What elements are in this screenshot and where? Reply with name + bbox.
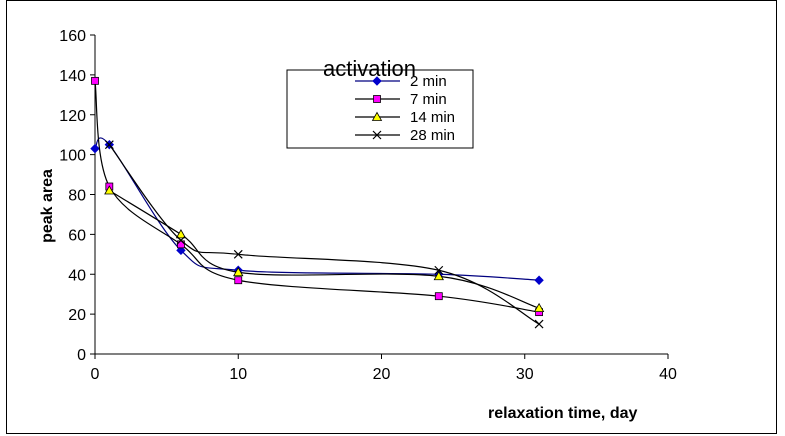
data-point-14-min	[433, 270, 444, 281]
x-marker-stroke	[233, 249, 243, 259]
y-tick-label: 40	[68, 267, 86, 284]
legend-marker-7-min	[373, 95, 381, 103]
data-point-14-min	[533, 302, 545, 313]
x-tick-label: 20	[373, 366, 391, 383]
data-point-14-min	[104, 185, 115, 195]
y-axis-title: peak area	[39, 169, 56, 243]
y-tick-label: 100	[59, 148, 86, 165]
data-point-14-min	[175, 229, 187, 239]
series-2-min	[90, 137, 544, 285]
series-28-min	[104, 140, 544, 329]
x-marker-stroke	[104, 140, 114, 150]
series-14-min	[104, 185, 545, 313]
y-tick-label: 0	[77, 347, 86, 364]
y-tick-label: 120	[59, 108, 86, 125]
data-point-2-min	[90, 143, 100, 154]
y-tick-label: 140	[59, 68, 86, 85]
data-point-7-min	[434, 292, 443, 301]
series-line-7-min	[94, 80, 540, 313]
legend-label-7-min: 7 min	[410, 91, 447, 108]
legend-label-2-min: 2 min	[410, 73, 447, 90]
data-point-7-min	[234, 276, 243, 285]
y-tick-label: 80	[68, 188, 86, 205]
y-tick-label: 20	[68, 307, 86, 324]
data-point-14-min	[233, 266, 244, 277]
legend-label-28-min: 28 min	[410, 127, 455, 144]
data-point-28-min	[534, 319, 544, 329]
x-tick-label: 10	[229, 366, 247, 383]
y-tick-label: 160	[59, 28, 86, 45]
legend-marker-14-min	[371, 111, 383, 121]
x-tick-label: 0	[91, 366, 100, 383]
x-marker-stroke	[176, 235, 186, 245]
data-point-2-min	[176, 245, 186, 256]
x-marker-stroke	[434, 265, 444, 275]
data-point-28-min	[434, 265, 444, 275]
legend-marker-28-min	[372, 130, 382, 140]
x-tick-label: 30	[516, 366, 534, 383]
data-point-7-min	[91, 76, 99, 85]
series-layer	[90, 76, 545, 329]
x-axis-title: relaxation time, day	[488, 405, 637, 422]
y-tick-label: 60	[68, 227, 86, 244]
data-point-28-min	[104, 140, 114, 150]
x-marker-stroke	[372, 130, 382, 140]
x-marker-stroke	[534, 319, 544, 329]
legend-title: activation	[323, 56, 416, 81]
data-point-28-min	[176, 235, 186, 245]
series-line-28-min	[108, 144, 540, 325]
legend-label-14-min: 14 min	[410, 109, 455, 126]
data-point-28-min	[233, 249, 243, 259]
legend-marker-2-min	[372, 76, 382, 86]
x-tick-label: 40	[659, 366, 677, 383]
data-point-2-min	[534, 275, 544, 285]
series-line-14-min	[109, 190, 540, 309]
axes: 0 20 40 60 80 100 120 140 160 0 10 20 30 40	[59, 28, 677, 383]
